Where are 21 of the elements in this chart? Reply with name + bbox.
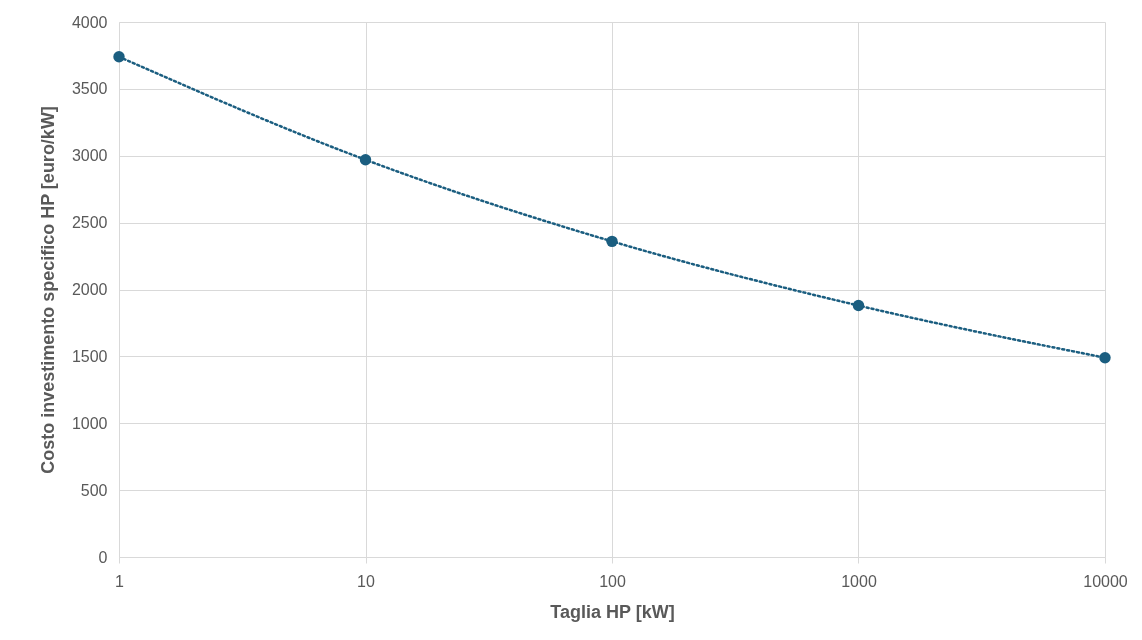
y-tick-label: 2500 [71,214,108,232]
x-tick-label: 1000 [841,572,877,590]
point [359,154,372,166]
y-tick-label: 1500 [71,347,108,365]
y-tick-label: 4000 [71,13,108,31]
x-axis-title: Taglia HP [kW] [550,601,675,622]
y-tick-label: 500 [80,481,108,499]
y-tick-label: 2000 [71,281,108,298]
x-tick-label: 100 [599,572,626,590]
y-tick-label: 3000 [71,147,108,165]
y-tick-label: 0 [98,548,108,566]
x-tick-label: 10000 [1083,572,1128,590]
point [852,299,865,312]
x-tick-label: 1 [115,572,125,590]
y-tick-label: 3500 [71,80,108,98]
y-axis-title: Costo investimento specifico HP [euro/kW] [37,106,58,474]
y-tick-label: 1000 [71,414,108,432]
point [113,51,125,63]
x-tick-label: 10 [357,572,375,590]
point [606,235,618,248]
point [1099,352,1111,364]
